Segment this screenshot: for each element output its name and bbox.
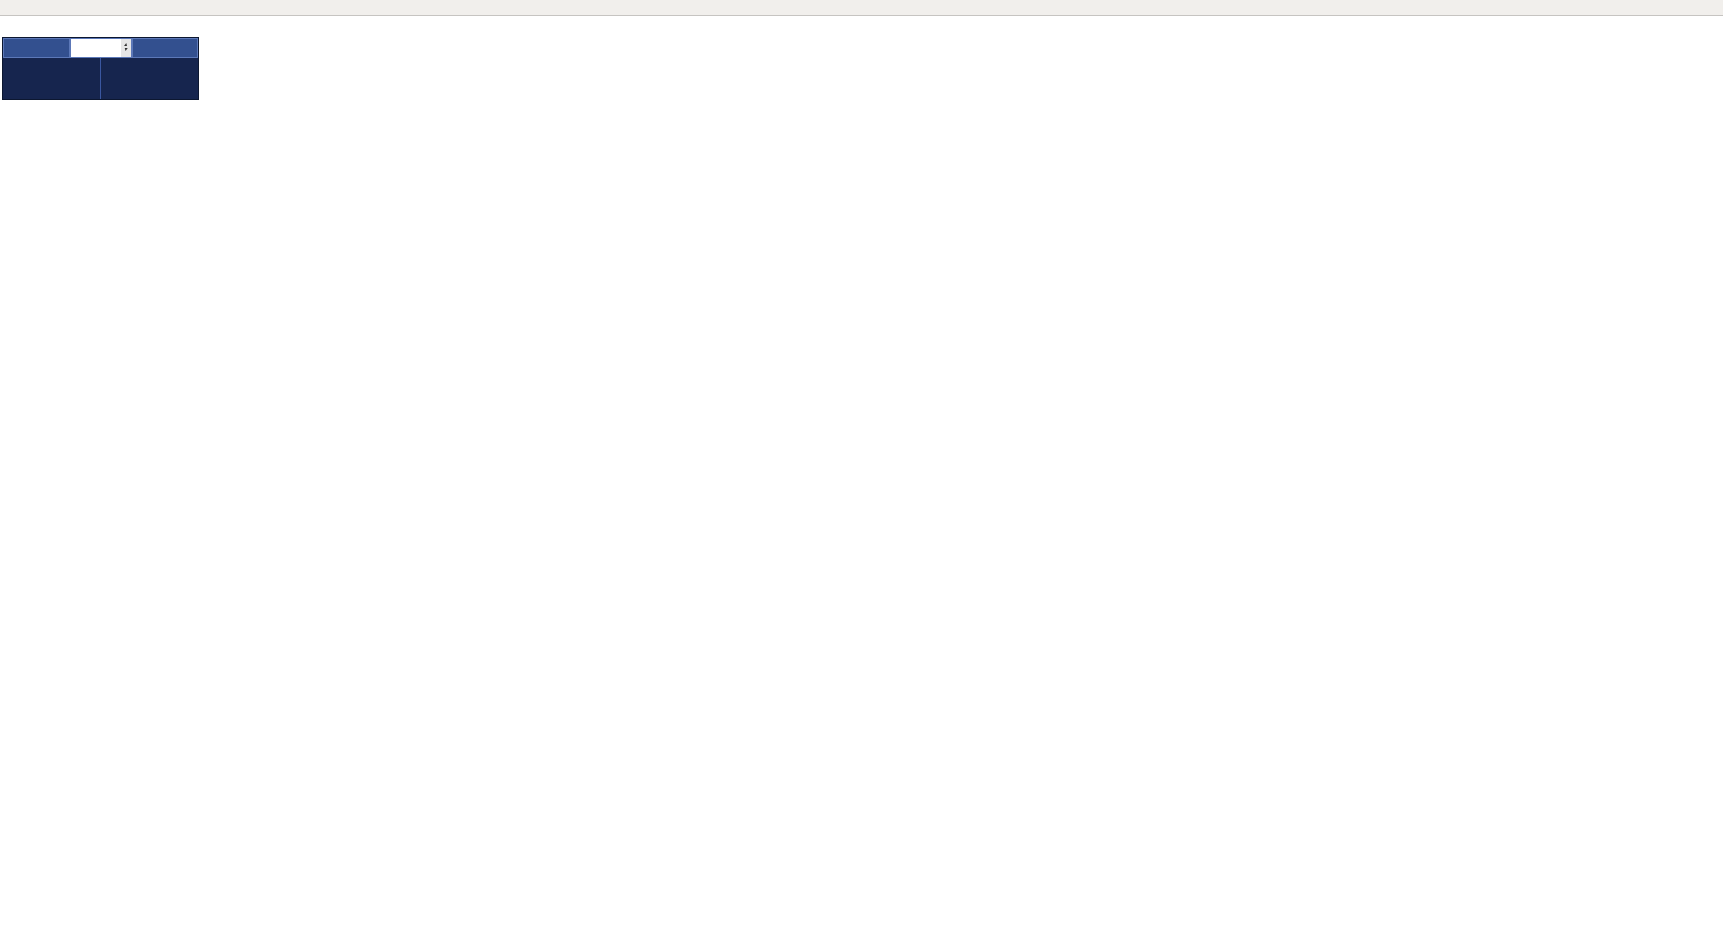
chart-workspace: ▴ ▾ bbox=[0, 17, 1723, 939]
chart-canvas[interactable] bbox=[0, 17, 1572, 841]
one-click-trading-panel: ▴ ▾ bbox=[2, 37, 199, 100]
volume-spinner[interactable]: ▴ ▾ bbox=[120, 39, 131, 57]
sell-button[interactable] bbox=[3, 38, 70, 58]
volume-input[interactable] bbox=[70, 39, 121, 57]
buy-button[interactable] bbox=[131, 38, 198, 58]
toolbar bbox=[0, 0, 1723, 16]
buy-price[interactable] bbox=[101, 58, 198, 99]
price-divider bbox=[100, 58, 101, 99]
sell-price[interactable] bbox=[3, 58, 100, 99]
volume-field: ▴ ▾ bbox=[69, 38, 132, 58]
